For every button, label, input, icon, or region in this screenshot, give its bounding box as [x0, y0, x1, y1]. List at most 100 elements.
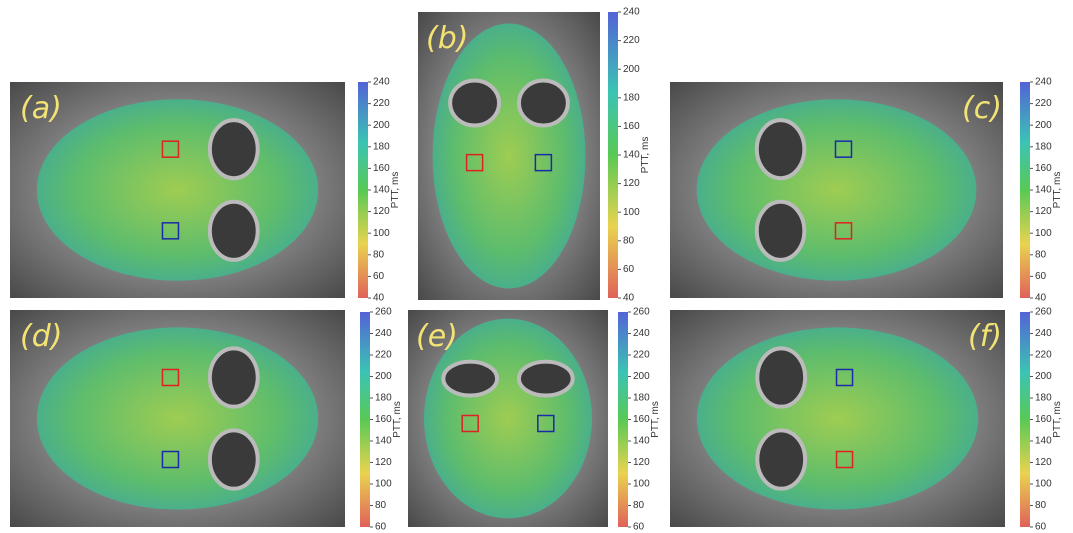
tick-label: 60	[375, 522, 387, 533]
colorbar-label: PTT, ms	[390, 172, 401, 209]
tick-label: 140	[623, 150, 640, 161]
panel-label: (f)	[968, 319, 1002, 354]
colorbar	[618, 312, 628, 527]
tick-label: 260	[633, 307, 650, 318]
colorbar	[1020, 82, 1030, 298]
tick-label: 80	[373, 249, 385, 260]
colorbar-label: PTT, ms	[1052, 401, 1063, 438]
tick-label: 40	[623, 293, 635, 304]
tick-label: 240	[633, 328, 650, 339]
colorbar	[358, 82, 368, 298]
tick-label: 120	[1035, 457, 1052, 468]
tick-label: 240	[623, 7, 640, 18]
tick-label: 220	[1035, 350, 1052, 361]
tick-label: 180	[1035, 141, 1052, 152]
goggle	[757, 430, 805, 488]
tick-label: 160	[375, 414, 392, 425]
tick-label: 220	[623, 35, 640, 46]
tick-label: 120	[1035, 206, 1052, 217]
tick-label: 140	[373, 185, 390, 196]
tick-label: 200	[633, 371, 650, 382]
tick-label: 60	[1035, 522, 1047, 533]
tick-label: 220	[375, 350, 392, 361]
tick-label: 160	[373, 163, 390, 174]
face-map	[697, 99, 977, 280]
tick-label: 60	[633, 522, 645, 533]
tick-label: 180	[623, 92, 640, 103]
tick-label: 200	[1035, 120, 1052, 131]
goggle	[757, 120, 805, 178]
colorbar-label: PTT, ms	[392, 401, 403, 438]
face	[697, 327, 978, 509]
panel-label: (a)	[20, 91, 62, 126]
tick-label: 80	[1035, 500, 1047, 511]
tick-label: 180	[373, 141, 390, 152]
face	[37, 99, 318, 280]
tick-label: 240	[373, 77, 390, 88]
goggle	[519, 362, 573, 396]
tick-label: 260	[1035, 307, 1052, 318]
tick-label: 160	[1035, 414, 1052, 425]
goggle	[210, 348, 258, 406]
tick-label: 100	[373, 228, 390, 239]
panel-label: (d)	[20, 319, 62, 354]
tick-label: 200	[623, 64, 640, 75]
tick-label: 40	[1035, 293, 1047, 304]
tick-label: 80	[633, 500, 645, 511]
panel-label: (e)	[416, 319, 458, 354]
tick-label: 180	[1035, 393, 1052, 404]
face-map	[433, 24, 586, 289]
colorbar	[360, 312, 370, 527]
goggle	[210, 202, 258, 260]
tick-label: 60	[1035, 271, 1047, 282]
colorbar-label: PTT, ms	[640, 137, 651, 174]
tick-label: 120	[623, 178, 640, 189]
panel-label: (c)	[962, 91, 1002, 126]
colorbar-label: PTT, ms	[1052, 172, 1063, 209]
tick-label: 160	[1035, 163, 1052, 174]
panel: (e)6080100120140160180200220240260PTT, m…	[408, 307, 661, 533]
tick-label: 200	[373, 120, 390, 131]
tick-label: 40	[373, 293, 385, 304]
goggle	[757, 348, 805, 406]
tick-label: 140	[375, 436, 392, 447]
colorbar	[608, 12, 618, 298]
tick-label: 220	[373, 98, 390, 109]
tick-label: 140	[1035, 436, 1052, 447]
tick-label: 100	[1035, 479, 1052, 490]
tick-label: 100	[1035, 228, 1052, 239]
tick-label: 260	[375, 307, 392, 318]
face	[433, 24, 586, 289]
tick-label: 240	[1035, 328, 1052, 339]
goggle	[450, 80, 499, 125]
colorbar-label: PTT, ms	[650, 401, 661, 438]
tick-label: 60	[623, 264, 635, 275]
tick-label: 80	[1035, 249, 1047, 260]
face-map	[37, 99, 318, 280]
tick-label: 160	[633, 414, 650, 425]
panel-label: (b)	[426, 21, 468, 56]
tick-label: 240	[375, 328, 392, 339]
tick-label: 180	[375, 393, 392, 404]
tick-label: 240	[1035, 77, 1052, 88]
tick-label: 120	[373, 206, 390, 217]
tick-label: 180	[633, 393, 650, 404]
tick-label: 140	[633, 436, 650, 447]
face-map	[37, 327, 318, 509]
goggle	[443, 362, 497, 396]
colorbar	[1020, 312, 1030, 527]
face	[37, 327, 318, 509]
goggle	[210, 430, 258, 488]
tick-label: 80	[623, 235, 635, 246]
face-map	[697, 327, 978, 509]
goggle	[519, 80, 568, 125]
tick-label: 100	[375, 479, 392, 490]
tick-label: 80	[375, 500, 387, 511]
tick-label: 100	[633, 479, 650, 490]
tick-label: 220	[633, 350, 650, 361]
